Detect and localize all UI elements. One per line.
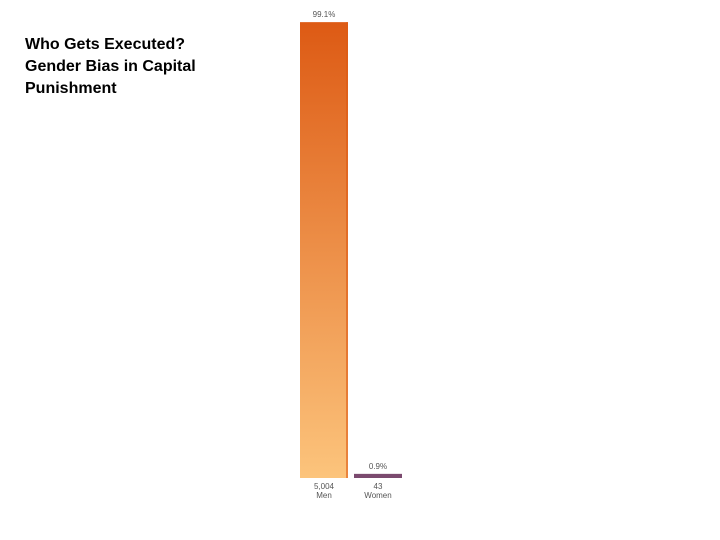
value-label: 99.1% [313,10,336,19]
chart-title: Who Gets Executed? Gender Bias in Capita… [25,36,196,97]
category-label: Women [364,491,391,500]
category-label: Men [316,491,332,500]
bar [300,22,348,478]
count-label: 43 [374,482,383,491]
bar [354,473,402,478]
value-label: 0.9% [369,462,387,471]
bar-edge [346,22,348,478]
count-label: 5,004 [314,482,335,491]
